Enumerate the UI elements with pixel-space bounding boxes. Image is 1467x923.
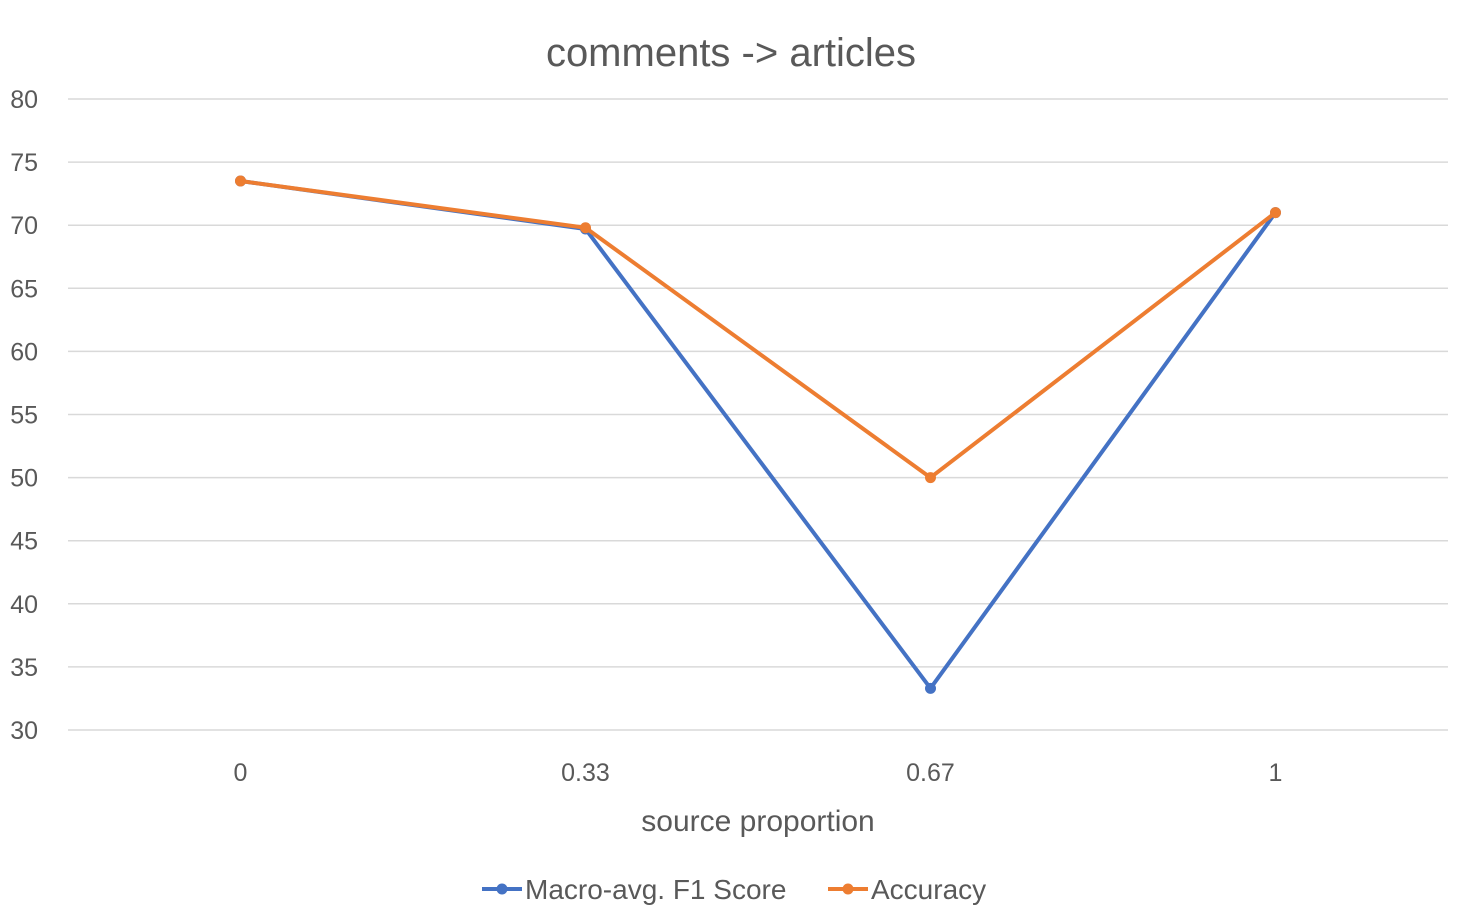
data-point <box>580 222 591 234</box>
y-tick-label: 65 <box>10 275 38 303</box>
legend: Macro-avg. F1 Score Accuracy <box>482 874 986 905</box>
legend-marker <box>496 883 508 895</box>
y-axis-ticks: 30 35 40 45 50 55 60 65 70 75 80 <box>10 86 38 745</box>
x-axis-ticks: 0 0.33 0.67 1 <box>234 759 1283 787</box>
x-axis-label: source proportion <box>641 805 874 838</box>
chart-title: comments -> articles <box>546 31 916 75</box>
series-line <box>240 179 1277 480</box>
y-tick-label: 60 <box>10 338 38 366</box>
legend-item: Macro-avg. F1 Score <box>482 874 786 905</box>
legend-label: Accuracy <box>871 874 986 905</box>
y-tick-label: 70 <box>10 212 38 240</box>
legend-label: Macro-avg. F1 Score <box>525 874 786 905</box>
y-tick-label: 45 <box>10 528 38 556</box>
y-tick-label: 30 <box>10 717 38 745</box>
y-tick-label: 40 <box>10 591 38 619</box>
data-point <box>925 472 936 484</box>
x-tick-label: 0 <box>234 759 248 787</box>
data-point <box>1270 207 1281 219</box>
data-point <box>235 175 246 187</box>
series-lines <box>235 175 1281 694</box>
series-accuracy <box>235 175 1281 484</box>
x-tick-label: 0.33 <box>561 759 610 787</box>
data-point <box>925 682 936 694</box>
series-line <box>240 179 1278 691</box>
legend-marker <box>842 883 854 895</box>
y-tick-label: 80 <box>10 86 38 114</box>
x-tick-label: 1 <box>1269 759 1283 787</box>
y-tick-label: 50 <box>10 465 38 493</box>
series-macro-f1 <box>235 175 1281 694</box>
y-tick-label: 35 <box>10 654 38 682</box>
y-tick-label: 55 <box>10 402 38 430</box>
y-tick-label: 75 <box>10 149 38 177</box>
x-tick-label: 0.67 <box>906 759 955 787</box>
gridlines <box>68 98 1448 731</box>
legend-item: Accuracy <box>828 874 986 905</box>
